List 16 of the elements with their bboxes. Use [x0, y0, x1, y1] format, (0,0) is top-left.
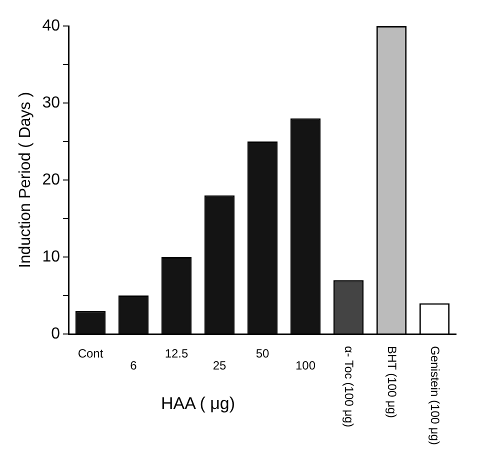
- y-axis-title: Induction Period ( Days ): [17, 92, 34, 268]
- x-tick-label: Genistein (100 μg): [428, 346, 442, 445]
- x-tick-label: 50: [256, 346, 270, 360]
- y-tick-label: 20: [42, 171, 60, 188]
- y-tick-label: 0: [51, 325, 60, 342]
- y-tick-label: 10: [42, 248, 60, 266]
- x-tick-label: α- Toc (100 μg): [342, 346, 356, 428]
- y-tick-label: 30: [42, 94, 60, 112]
- y-tick-label: 40: [42, 17, 60, 34]
- x-tick-label: 100: [295, 358, 316, 372]
- x-tick-label: BHT (100 μg): [385, 346, 400, 418]
- x-axis-title: HAA ( μg): [160, 394, 236, 414]
- x-tick-label: 6: [130, 358, 138, 372]
- x-tick-label: 12.5: [164, 346, 188, 360]
- x-tick-label: Cont: [78, 346, 104, 360]
- x-tick-label: 25: [212, 358, 226, 372]
